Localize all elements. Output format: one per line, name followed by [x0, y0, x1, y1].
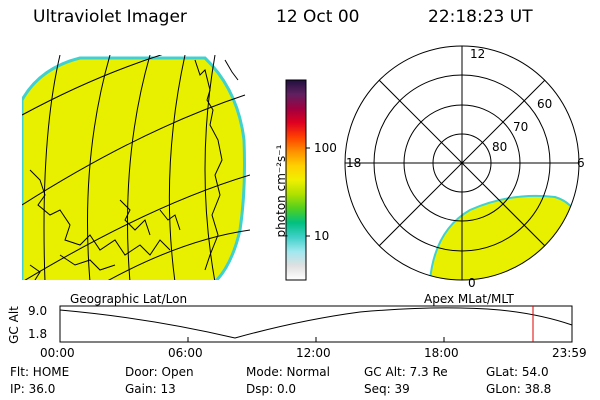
- info-ip: IP: 36.0: [10, 382, 56, 396]
- altitude-ymax: 9.0: [28, 304, 48, 318]
- colorbar-tick-100: 100: [314, 141, 337, 155]
- geo-map: [22, 55, 250, 280]
- info-mode: Mode: Normal: [246, 365, 330, 379]
- polar-diag-2: [378, 79, 546, 247]
- mlt-0-label: 0: [468, 276, 476, 290]
- info-door: Door: Open: [125, 365, 194, 379]
- info-flt: Flt: HOME: [10, 365, 70, 379]
- altitude-curve: [59, 307, 573, 339]
- geo-coastlines: [29, 59, 239, 280]
- altitude-plot: [59, 305, 573, 343]
- xtick-3: 18:00: [424, 346, 459, 360]
- geo-aurora-fill: [22, 56, 246, 280]
- info-gain: Gain: 13: [125, 382, 176, 396]
- mlt-18-label: 18: [346, 156, 362, 170]
- info-seq: Seq: 39: [364, 382, 410, 396]
- date: 12 Oct 00: [276, 7, 360, 27]
- altitude-ylabel: GC Alt: [7, 306, 21, 344]
- info-glon: GLon: 38.8: [486, 382, 552, 396]
- geo-map-label: Geographic Lat/Lon: [70, 292, 188, 306]
- title: Ultraviolet Imager: [33, 7, 187, 27]
- xtick-0: 00:00: [40, 346, 75, 360]
- altitude-ymin: 1.8: [28, 327, 48, 341]
- polar-plot-label: Apex MLat/MLT: [424, 292, 514, 306]
- mlt-12-label: 12: [470, 47, 486, 61]
- colorbar-unit-label: photon cm⁻²s⁻¹: [274, 144, 288, 238]
- info-glat: GLat: 54.0: [486, 365, 549, 379]
- xtick-2: 12:00: [296, 346, 331, 360]
- info-gcalt: GC Alt: 7.3 Re: [364, 365, 448, 379]
- colorbar-tick-10: 10: [314, 229, 330, 243]
- colorbar: [285, 79, 307, 281]
- polar-plot: [344, 45, 580, 281]
- mlt-6-label: 6: [577, 156, 585, 170]
- xtick-1: 06:00: [168, 346, 203, 360]
- xtick-4: 23:59: [552, 346, 587, 360]
- altitude-xticks: [59, 337, 573, 342]
- info-dsp: Dsp: 0.0: [246, 382, 297, 396]
- mlat-60-label: 60: [537, 97, 553, 111]
- mlat-70-label: 70: [513, 120, 529, 134]
- mlat-80-label: 80: [492, 140, 508, 154]
- geo-lat-lines: [22, 55, 250, 280]
- time: 22:18:23 UT: [428, 7, 533, 27]
- polar-aurora-fill: [429, 194, 579, 280]
